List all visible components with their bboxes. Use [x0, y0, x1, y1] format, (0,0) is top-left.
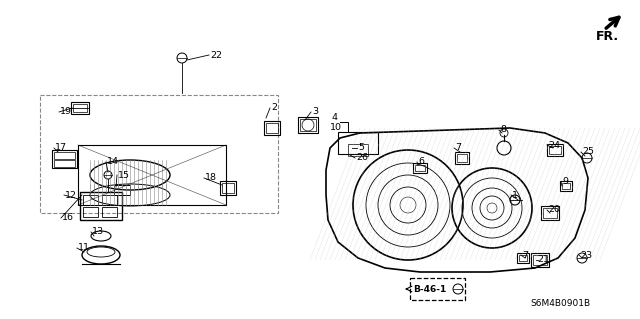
Text: 8: 8	[500, 125, 506, 135]
Text: 7: 7	[522, 250, 528, 259]
Text: 10: 10	[330, 122, 342, 131]
Text: 7: 7	[455, 144, 461, 152]
Bar	[71, 102, 89, 114]
Bar	[533, 255, 547, 265]
Text: FR.: FR.	[596, 30, 619, 43]
Bar	[52, 150, 77, 168]
Bar	[80, 192, 122, 220]
Text: 6: 6	[418, 158, 424, 167]
Text: 12: 12	[65, 190, 77, 199]
Text: 16: 16	[62, 213, 74, 222]
Bar	[560, 181, 572, 191]
Bar	[517, 253, 529, 263]
Bar	[54, 152, 75, 159]
Text: 24: 24	[548, 140, 560, 150]
Bar	[415, 165, 425, 171]
Bar	[40, 95, 278, 213]
Text: 23: 23	[580, 250, 592, 259]
Bar	[298, 117, 318, 133]
Text: S6M4B0901B: S6M4B0901B	[530, 299, 590, 308]
Text: 20: 20	[548, 205, 560, 214]
Bar	[300, 119, 316, 131]
Bar	[102, 207, 117, 217]
Text: 25: 25	[582, 147, 594, 157]
Text: 11: 11	[78, 243, 90, 253]
Text: 13: 13	[92, 227, 104, 236]
Text: 18: 18	[205, 174, 217, 182]
Text: 21: 21	[537, 256, 549, 264]
Bar	[73, 104, 87, 112]
Bar	[222, 183, 234, 193]
Text: 19: 19	[60, 108, 72, 116]
Bar	[541, 206, 559, 220]
Bar	[78, 145, 226, 205]
Text: B-46-1: B-46-1	[413, 285, 446, 293]
Bar	[531, 253, 549, 267]
Bar	[114, 185, 130, 195]
Text: 9: 9	[562, 177, 568, 187]
Text: 17: 17	[55, 144, 67, 152]
Bar	[264, 121, 280, 135]
Bar	[410, 278, 465, 300]
Bar	[562, 183, 570, 189]
Bar	[102, 195, 117, 205]
Bar	[220, 181, 236, 195]
Bar	[83, 195, 98, 205]
Text: 15: 15	[118, 170, 130, 180]
Bar	[83, 207, 98, 217]
Bar	[549, 146, 561, 154]
Text: 4: 4	[332, 114, 338, 122]
Text: 26: 26	[356, 153, 368, 162]
Bar	[348, 144, 368, 156]
Bar	[338, 132, 378, 154]
Text: 22: 22	[210, 50, 222, 60]
Text: 1: 1	[512, 190, 518, 199]
Bar	[457, 154, 467, 162]
Bar	[54, 160, 75, 167]
Bar	[266, 123, 278, 133]
Text: 3: 3	[312, 108, 318, 116]
Bar	[413, 163, 427, 173]
Text: 14: 14	[107, 158, 119, 167]
Bar	[455, 152, 469, 164]
Bar	[543, 208, 557, 218]
Text: 2: 2	[271, 103, 277, 113]
Bar	[519, 255, 527, 261]
Text: 5: 5	[358, 144, 364, 152]
Bar	[547, 144, 563, 156]
